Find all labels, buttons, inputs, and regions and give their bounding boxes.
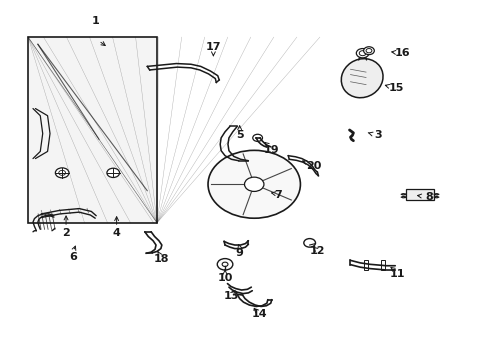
Text: 12: 12 xyxy=(309,247,325,256)
Text: 10: 10 xyxy=(217,273,232,283)
Text: 1: 1 xyxy=(91,16,99,26)
Bar xyxy=(405,189,433,200)
PathPatch shape xyxy=(400,194,405,195)
Bar xyxy=(364,260,367,270)
Text: 16: 16 xyxy=(394,48,409,58)
Text: 13: 13 xyxy=(223,291,238,301)
Circle shape xyxy=(55,168,69,178)
Circle shape xyxy=(107,168,119,177)
Text: 4: 4 xyxy=(112,228,121,238)
Text: 14: 14 xyxy=(251,309,266,319)
Text: 8: 8 xyxy=(425,192,432,202)
PathPatch shape xyxy=(433,197,438,198)
Text: 18: 18 xyxy=(154,254,169,264)
Text: 17: 17 xyxy=(205,42,221,52)
Circle shape xyxy=(207,150,300,218)
Bar xyxy=(380,260,384,270)
Text: 7: 7 xyxy=(274,190,282,200)
Circle shape xyxy=(244,177,264,192)
Text: 5: 5 xyxy=(235,130,243,140)
Text: 6: 6 xyxy=(69,252,77,262)
Circle shape xyxy=(363,47,373,55)
Text: 15: 15 xyxy=(388,83,403,93)
Text: 9: 9 xyxy=(235,248,243,258)
Text: 2: 2 xyxy=(62,228,70,238)
Text: 3: 3 xyxy=(374,130,381,140)
PathPatch shape xyxy=(433,194,438,195)
Text: 19: 19 xyxy=(263,145,279,155)
PathPatch shape xyxy=(400,197,405,198)
Bar xyxy=(28,37,157,223)
Text: 11: 11 xyxy=(389,269,405,279)
Ellipse shape xyxy=(341,59,382,98)
Circle shape xyxy=(356,49,368,58)
Text: 20: 20 xyxy=(305,161,321,171)
